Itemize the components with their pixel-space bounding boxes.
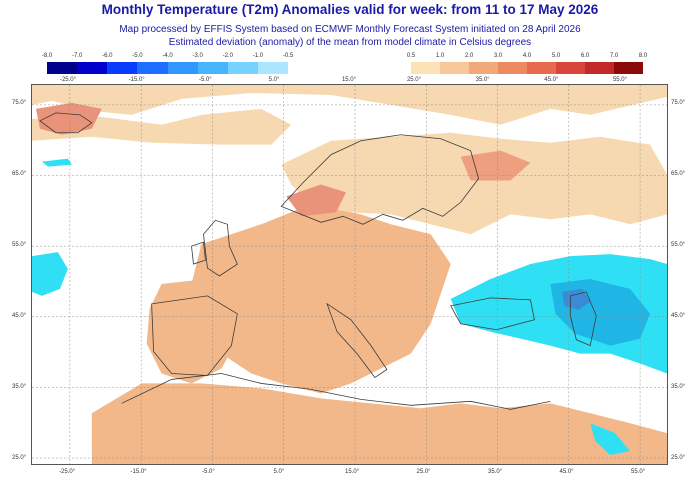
longitude-label: 5.0° (273, 469, 285, 475)
longitude-label: 55.0° (631, 469, 646, 475)
legend-tick-label: -3.0 (192, 53, 203, 59)
legend-tick-label: -15.0° (128, 77, 145, 83)
longitude-label: -15.0° (130, 469, 147, 475)
legend-tick-label: -8.0 (41, 53, 53, 59)
legend-tick-label: 45.0° (544, 77, 559, 83)
map-subtitle-processing: Map processed by EFFIS System based on E… (119, 24, 581, 35)
legend-swatch-4 (527, 62, 556, 74)
cold-area-persian-gulf (590, 423, 631, 456)
graticule (32, 85, 667, 464)
warm-area-north-africa (91, 383, 667, 464)
legend-swatch-0 (47, 62, 78, 74)
legend-tick-label: -0.5 (282, 53, 294, 59)
coast-iberia (151, 295, 238, 376)
legend-tick-label: -5.0 (132, 53, 143, 59)
cold-area-atlantic-west (32, 252, 68, 296)
coast-iceland (39, 112, 93, 134)
legend-tick-label: 1.0 (435, 53, 445, 59)
longitude-label: 15.0° (345, 469, 360, 475)
coast-britain (203, 219, 238, 277)
warm-area-north-atlantic (32, 85, 667, 125)
legend-swatch-2 (469, 62, 498, 74)
legend-tick-label: -1.0 (252, 53, 264, 59)
coast-black-sea (450, 297, 535, 331)
legend-swatch-0 (411, 62, 440, 74)
longitude-label: -25.0° (59, 469, 76, 475)
warm-area-iberia (146, 278, 242, 384)
latitude-label: 55.0° (671, 242, 686, 248)
coastlines (39, 112, 597, 410)
latitude-label: 65.0° (12, 171, 27, 177)
legend-tick-label: 7.0 (609, 53, 619, 59)
legend-tick-label: 35.0° (475, 77, 490, 83)
legend-tick-label: 5.0 (551, 53, 561, 59)
latitude-label: 55.0° (12, 242, 27, 248)
longitude-label: 35.0° (488, 469, 503, 475)
coast-scandinavia (280, 134, 480, 225)
mid-longitude-label: 15.0° (341, 77, 357, 83)
legend-swatch-7 (614, 62, 643, 74)
legend-tick-label: -6.0 (102, 53, 113, 59)
legend-swatch-1 (77, 62, 108, 74)
longitude-label: 25.0° (416, 469, 431, 475)
latitude-label: 25.0° (12, 455, 27, 461)
legend-swatch-7 (257, 62, 288, 74)
cold-area-iceland-south (41, 158, 72, 167)
warm-area-iceland-strong (35, 102, 102, 135)
map-title: Monthly Temperature (T2m) Anomalies vali… (101, 2, 599, 17)
legend-swatch-1 (440, 62, 469, 74)
latitude-label: 25.0° (671, 455, 686, 461)
longitude-label: -5.0° (202, 469, 215, 475)
latitude-label: 35.0° (671, 384, 686, 390)
coast-italy (326, 302, 388, 378)
longitude-label: 45.0° (559, 469, 574, 475)
legend-tick-label: 3.0 (493, 53, 503, 59)
legend-swatch-5 (197, 62, 228, 74)
legend-swatch-2 (107, 62, 138, 74)
warm-area-finland-strong (460, 150, 531, 181)
latitude-label: 45.0° (12, 313, 27, 319)
legend-tick-label: 8.0 (638, 53, 648, 59)
legend-tick-label: -25.0° (59, 77, 77, 83)
legend-swatch-3 (137, 62, 168, 74)
warm-area-norway-strong (286, 184, 347, 217)
legend-tick-label: 2.0 (464, 53, 474, 59)
latitude-label: 75.0° (671, 100, 686, 106)
anomaly-map (31, 84, 668, 465)
warm-area-central-europe (191, 204, 451, 394)
legend-swatch-3 (498, 62, 527, 74)
coast-caspian (569, 291, 597, 347)
legend-tick-label: 4.0 (522, 53, 532, 59)
warm-legend-bar (411, 62, 643, 74)
legend-tick-label: 55.0° (612, 77, 628, 83)
legend-tick-label: 5.0° (268, 77, 280, 83)
legend-tick-label: 6.0 (580, 53, 590, 59)
coast-ireland (191, 241, 206, 265)
latitude-label: 75.0° (12, 100, 27, 106)
map-subtitle-units: Estimated deviation (anomaly) of the mea… (168, 37, 532, 48)
legend-tick-label: 25.0° (406, 77, 422, 83)
legend-tick-label: -2.0 (222, 53, 233, 59)
legend-swatch-4 (167, 62, 198, 74)
legend-tick-label: 0.5 (406, 53, 416, 59)
warm-area-scandinavia (281, 132, 667, 235)
latitude-label: 45.0° (671, 313, 686, 319)
cold-area-core (562, 288, 591, 310)
coast-africa (121, 373, 551, 410)
latitude-label: 35.0° (12, 384, 27, 390)
legend-tick-label: -4.0 (162, 53, 173, 59)
legend-swatch-6 (227, 62, 258, 74)
cold-anomaly-areas (32, 158, 667, 456)
legend-tick-label: -7.0 (71, 53, 83, 59)
cold-legend-bar (47, 62, 288, 74)
legend-swatch-5 (556, 62, 585, 74)
legend-tick-label: -5.0° (198, 77, 212, 83)
latitude-label: 65.0° (671, 171, 686, 177)
warm-anomaly-areas (32, 85, 667, 464)
legend-swatch-6 (585, 62, 614, 74)
